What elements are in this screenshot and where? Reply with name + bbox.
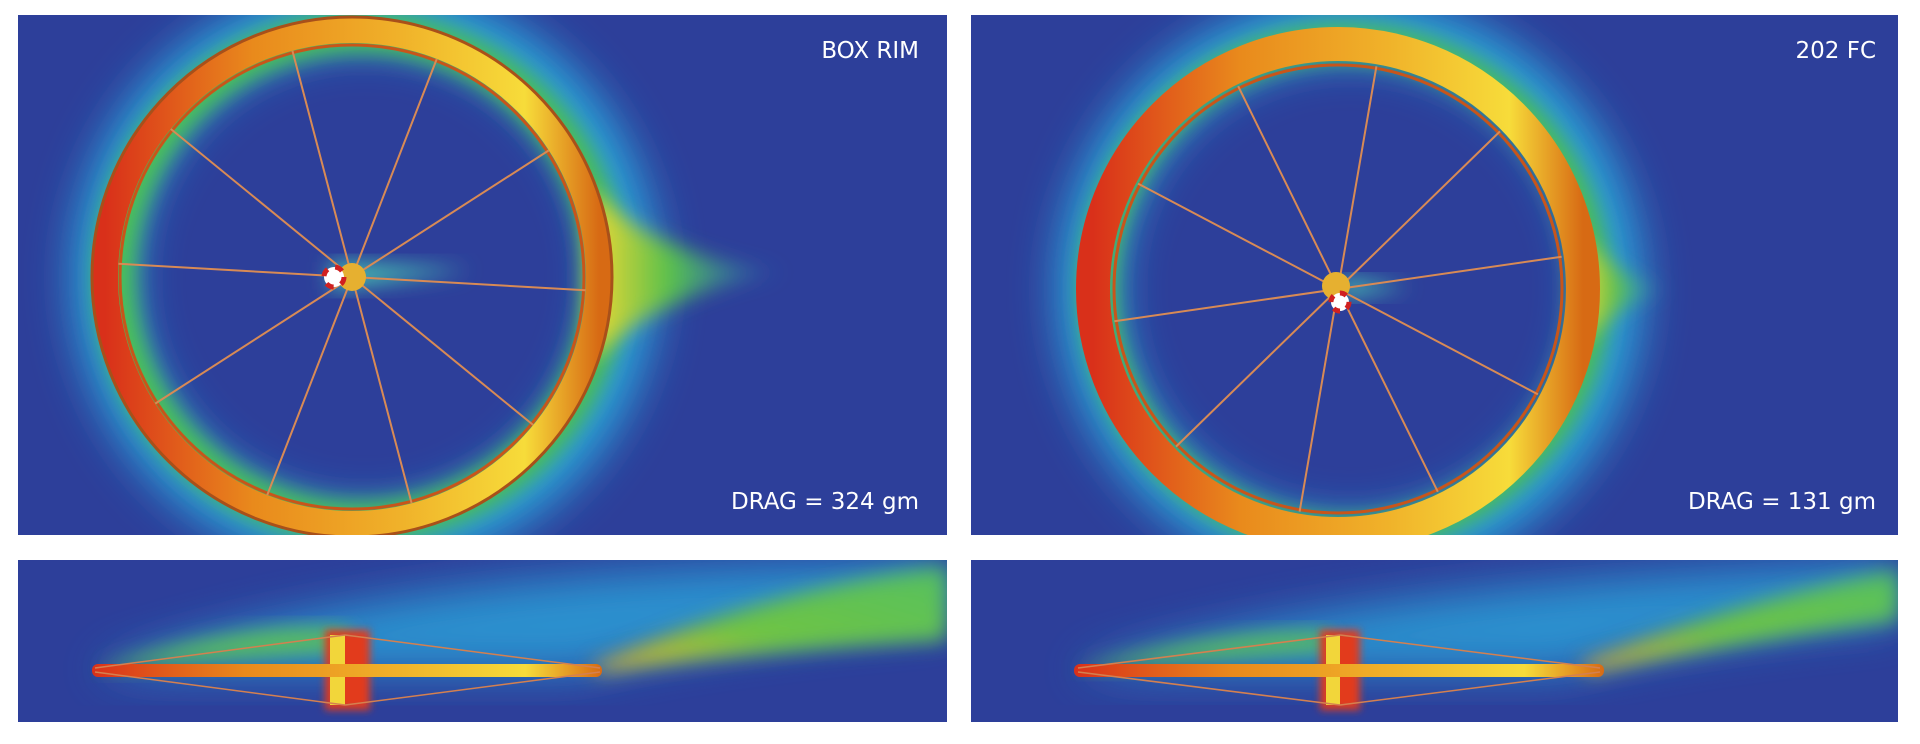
spoke (291, 50, 353, 278)
panel-label: BOX RIM (821, 38, 919, 64)
spoke (1337, 66, 1378, 290)
spoke (266, 276, 353, 496)
spoke (351, 58, 438, 278)
spoke (1137, 182, 1339, 290)
spoke (1175, 288, 1339, 448)
spoke (1237, 85, 1339, 290)
spoke (1337, 288, 1439, 493)
spoke (1114, 288, 1339, 323)
spoke (351, 149, 550, 278)
wheel-side-view (1070, 562, 1898, 710)
spoke (1337, 288, 1539, 396)
wheel-front-view (1058, 15, 1670, 535)
drag-value: DRAG = 131 gm (1688, 489, 1876, 515)
wheel-side-view (90, 561, 947, 710)
spoke (154, 276, 353, 405)
spoke (170, 128, 353, 278)
wheel-front-view (73, 15, 790, 535)
spoke (118, 262, 353, 278)
drag-value: DRAG = 324 gm (731, 489, 919, 515)
spoke (351, 276, 534, 426)
spoke (1337, 255, 1562, 290)
spoke (351, 276, 413, 504)
spoke (1337, 130, 1501, 290)
panel-label: 202 FC (1796, 38, 1877, 64)
spoke (1298, 288, 1339, 512)
spoke (351, 276, 586, 292)
